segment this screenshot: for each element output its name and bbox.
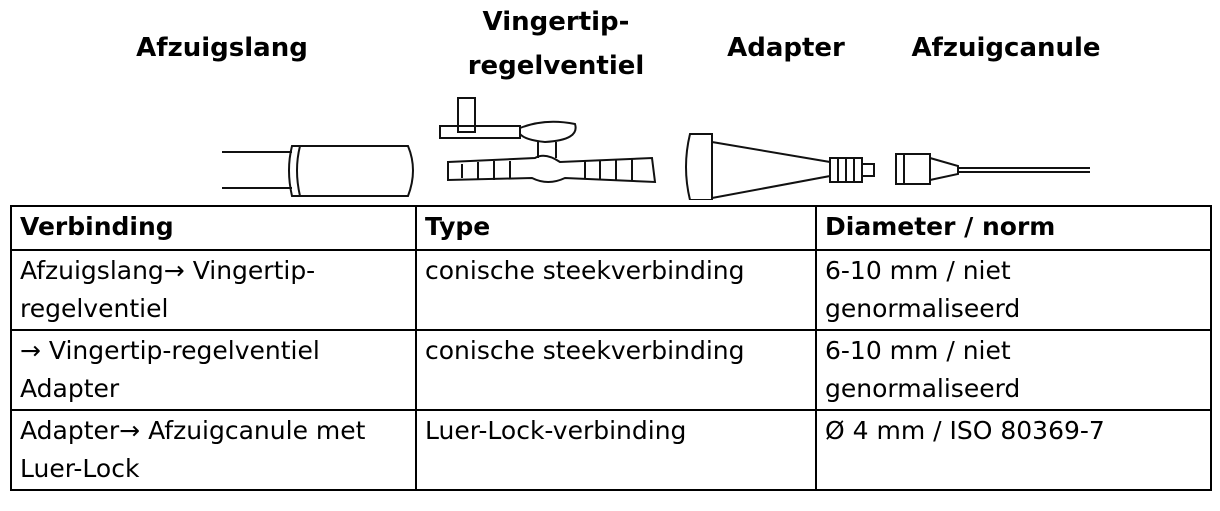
header-cell: Diameter / norm xyxy=(815,205,1212,251)
cell: Ø 4 mm / ISO 80369-7 xyxy=(815,409,1212,491)
cell: Adapter→ Afzuigcanule met Luer-Lock xyxy=(10,409,417,491)
header-cell: Type xyxy=(415,205,817,251)
label: Afzuigcanule xyxy=(911,33,1101,63)
cell: conische steekverbinding xyxy=(415,329,817,411)
cell: Luer-Lock-verbinding xyxy=(415,409,817,491)
cell: → Vingertip-regelventiel Adapter xyxy=(10,329,417,411)
header-cell: Verbinding xyxy=(10,205,417,251)
label: Adapter xyxy=(727,33,845,63)
cell: 6-10 mm / niet genormaliseerd xyxy=(815,249,1212,331)
cell: 6-10 mm / niet genormaliseerd xyxy=(815,329,1212,411)
row: Adapter→ Afzuigcanule met Luer-Lock Luer… xyxy=(10,409,1212,491)
label: Vingertip-regelventiel xyxy=(467,7,645,81)
label: Afzuigslang xyxy=(136,33,308,63)
cell: conische steekverbinding xyxy=(415,249,817,331)
cell: Afzuigslang→ Vingertip-regelventiel xyxy=(10,249,417,331)
row: → Vingertip-regelventiel Adapter conisch… xyxy=(10,329,1212,411)
header-row: Verbinding Type Diameter / norm xyxy=(10,205,1212,251)
row: Afzuigslang→ Vingertip-regelventiel coni… xyxy=(10,249,1212,331)
connection-table: Verbinding Type Diameter / norm Afzuigsl… xyxy=(10,205,1212,491)
illustration xyxy=(222,97,1090,200)
